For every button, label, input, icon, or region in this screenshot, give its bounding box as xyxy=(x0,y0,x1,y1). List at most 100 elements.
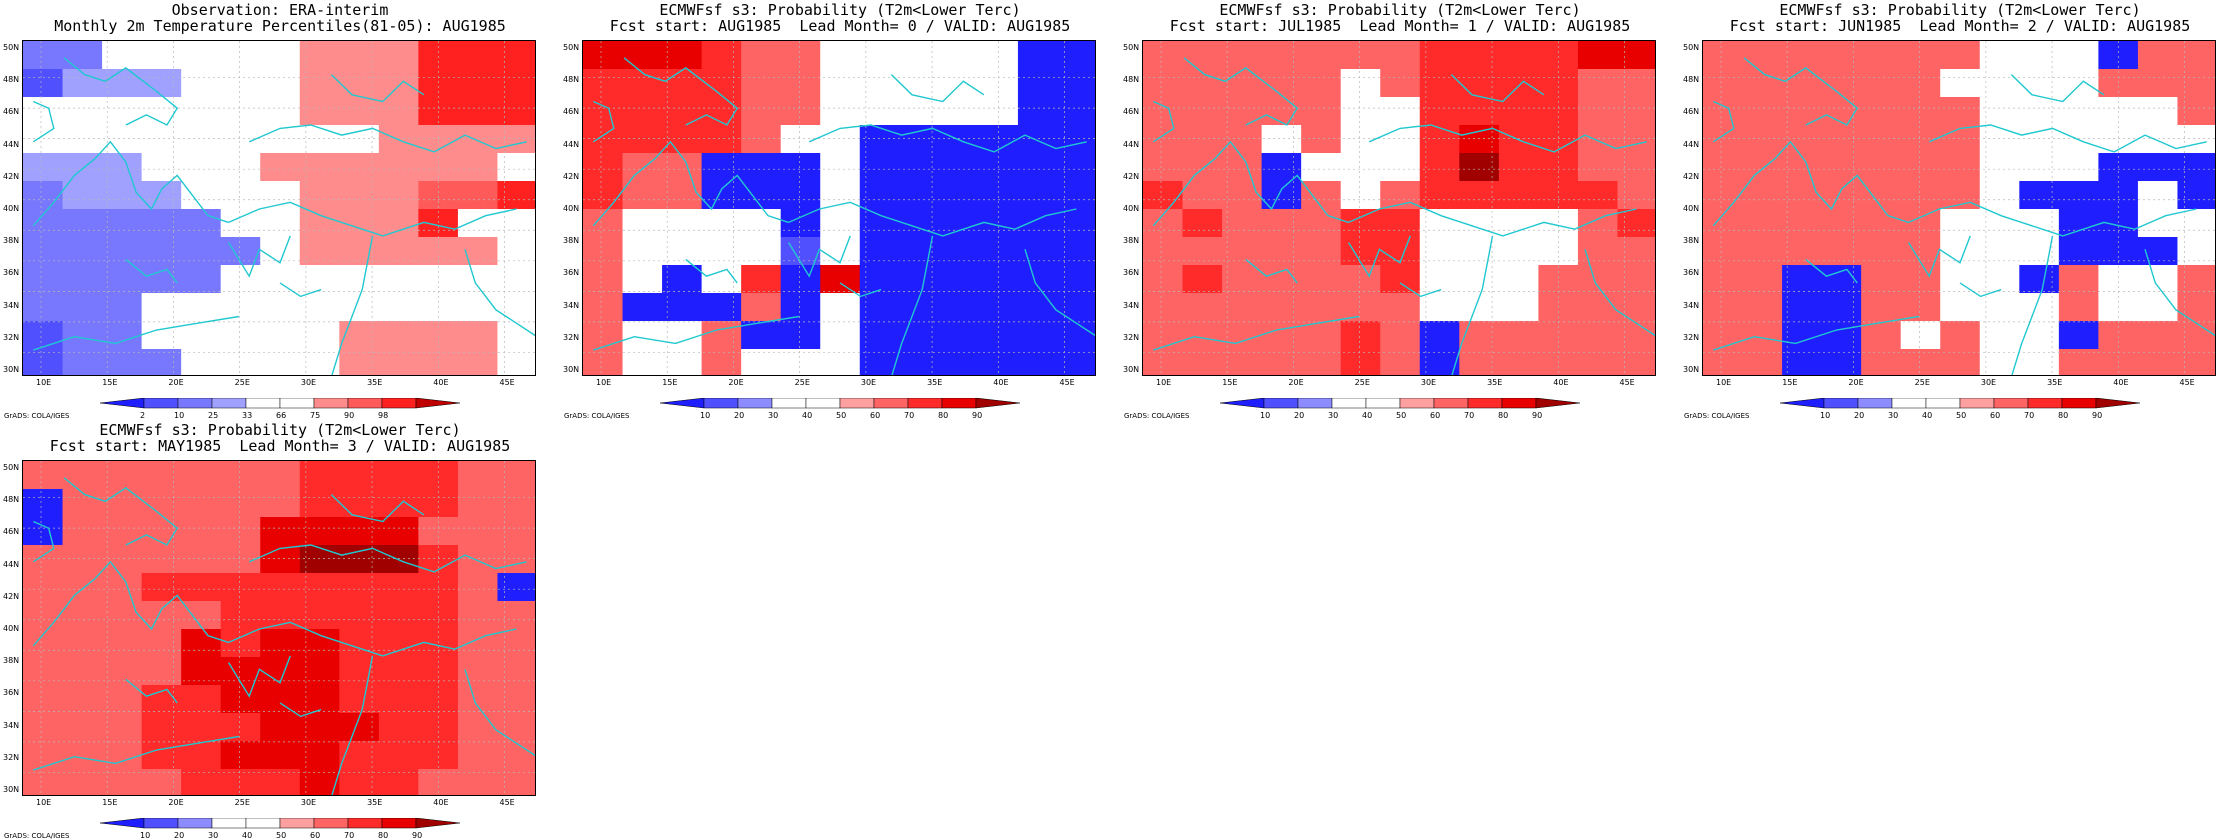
grid-cell xyxy=(1577,265,1618,294)
colorbar-tick-label: 25 xyxy=(208,411,219,420)
colorbar-segment xyxy=(211,398,247,409)
grid-cell xyxy=(378,657,419,686)
colorbar-segment xyxy=(177,818,213,829)
grid-cell xyxy=(1057,237,1095,266)
latitude-label: 50N xyxy=(3,463,20,472)
grid-cell xyxy=(622,265,663,294)
grid-cell xyxy=(1821,349,1862,375)
grid-cell xyxy=(102,713,143,742)
grid-cell xyxy=(1782,125,1823,154)
map-panel: Observation: ERA-interim Monthly 2m Tempe… xyxy=(0,0,560,420)
grid-cell xyxy=(622,349,663,375)
grid-cell xyxy=(23,685,64,714)
grid-cell xyxy=(378,153,419,182)
longitude-label: 20E xyxy=(1288,378,1304,387)
grid-cell xyxy=(181,125,222,154)
colorbar-tick-label: 90 xyxy=(972,411,983,420)
grid-cell xyxy=(701,293,742,322)
grid-cell xyxy=(1821,321,1862,350)
grid-cell xyxy=(2177,209,2215,238)
grid-cell xyxy=(1703,237,1744,266)
latitude-label: 46N xyxy=(563,107,580,117)
grid-cell xyxy=(378,293,419,322)
colorbar-tick-label: 70 xyxy=(344,831,355,840)
grid-cell xyxy=(102,209,143,238)
grid-cell xyxy=(1617,125,1655,154)
grid-cell xyxy=(2177,153,2215,182)
grid-cell xyxy=(339,741,380,770)
grid-cell xyxy=(299,685,340,714)
grid-cell xyxy=(299,321,340,350)
grid-cell xyxy=(2137,97,2178,126)
grid-cell xyxy=(102,545,143,574)
grid-cell xyxy=(1057,69,1095,98)
colorbar-segment xyxy=(1891,398,1927,409)
grid-cell xyxy=(1782,349,1823,375)
grid-cell xyxy=(1900,153,1941,182)
grid-cell xyxy=(741,293,782,322)
grid-cell xyxy=(1979,125,2020,154)
grid-cell xyxy=(299,97,340,126)
grid-cell xyxy=(1301,265,1342,294)
coastline xyxy=(331,655,374,795)
grid-cell xyxy=(741,265,782,294)
grid-cell xyxy=(978,69,1019,98)
coastline xyxy=(1399,282,1442,298)
grid-cell xyxy=(1143,349,1184,375)
longitude-label: 30E xyxy=(300,378,317,387)
grid-cell xyxy=(62,545,103,574)
grid-cell xyxy=(741,153,782,182)
longitude-label: 35E xyxy=(927,378,943,387)
colorbar-tick-label: 75 xyxy=(310,411,321,420)
grid-cell xyxy=(1340,265,1381,294)
latitude-label: 36N xyxy=(3,688,20,698)
colorbar-segment xyxy=(245,818,281,829)
grid-cell xyxy=(1380,209,1421,238)
grid-cell xyxy=(1340,69,1381,98)
colorbar-tick-label: 10 xyxy=(174,411,185,420)
grid-cell xyxy=(497,629,535,658)
grid-cell xyxy=(741,349,782,375)
grid-cell xyxy=(102,601,143,630)
grid-cell xyxy=(1057,181,1095,210)
grid-cell xyxy=(378,601,419,630)
grid-cell xyxy=(662,69,703,98)
grid-cell xyxy=(102,685,143,714)
grid-cell xyxy=(622,237,663,266)
coastline xyxy=(1712,100,1735,143)
coastline xyxy=(228,621,517,657)
coastline xyxy=(1713,315,1920,351)
grid-cell xyxy=(978,209,1019,238)
grid-cell xyxy=(820,97,861,126)
grid-cell xyxy=(299,125,340,154)
grid-cell xyxy=(220,741,261,770)
grid-cell xyxy=(141,125,182,154)
grads-credit: GrADS: COLA/IGES xyxy=(1124,412,1190,420)
latitude-label: 36N xyxy=(3,268,20,278)
grid-cell xyxy=(299,181,340,210)
grid-cell xyxy=(1498,321,1539,350)
grid-cell xyxy=(1459,265,1500,294)
grid-cell xyxy=(220,69,261,98)
grid-cell xyxy=(62,321,103,350)
colorbar-tick-label: 80 xyxy=(378,831,389,840)
grid-cell xyxy=(181,629,222,658)
latitude-label: 46N xyxy=(1123,107,1140,117)
grid-cell xyxy=(1703,349,1744,375)
grid-cell xyxy=(339,517,380,546)
grid-cell xyxy=(260,769,301,795)
grid-cell xyxy=(181,769,222,795)
grid-cell xyxy=(1340,97,1381,126)
longitude-label: 35E xyxy=(367,798,383,807)
grid-cell xyxy=(583,153,624,182)
grid-cell xyxy=(1261,69,1302,98)
grid-cell xyxy=(2137,265,2178,294)
grid-cell xyxy=(457,209,498,238)
grid-cell xyxy=(1742,237,1783,266)
grid-cell xyxy=(1261,237,1302,266)
colorbar-tick-label: 40 xyxy=(242,831,253,840)
longitude-label: 15E xyxy=(662,378,678,387)
grid-cell xyxy=(220,349,261,375)
grid-cell xyxy=(23,181,64,210)
grid-cell xyxy=(141,657,182,686)
